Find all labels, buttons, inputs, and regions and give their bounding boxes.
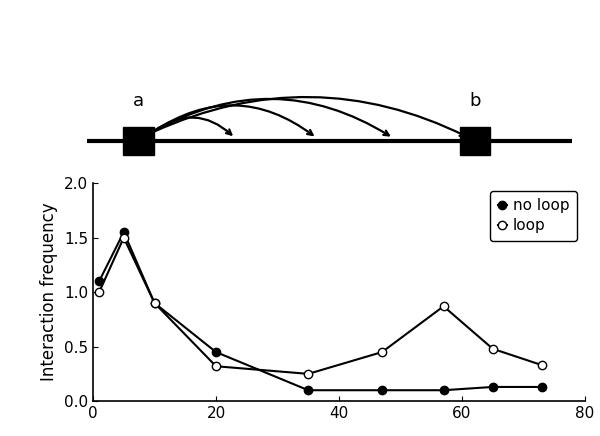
FancyArrowPatch shape (154, 97, 465, 136)
Bar (460, 126, 490, 155)
loop (489, 346, 496, 351)
FancyArrowPatch shape (154, 106, 313, 135)
loop (379, 350, 386, 355)
no loop (212, 350, 220, 355)
Legend: no loop, loop: no loop, loop (490, 191, 577, 241)
no loop (151, 300, 158, 306)
no loop (538, 385, 545, 390)
Bar (123, 126, 154, 155)
Text: b: b (469, 92, 481, 110)
loop (305, 371, 312, 376)
loop (440, 303, 447, 309)
no loop (305, 388, 312, 393)
no loop (489, 385, 496, 390)
Line: no loop: no loop (95, 228, 546, 395)
loop (538, 363, 545, 368)
loop (95, 290, 103, 295)
no loop (440, 388, 447, 393)
Text: a: a (133, 92, 144, 110)
Line: loop: loop (95, 233, 546, 378)
no loop (120, 229, 127, 235)
loop (120, 235, 127, 240)
Y-axis label: Interaction frequency: Interaction frequency (40, 203, 58, 382)
loop (151, 300, 158, 306)
FancyArrowPatch shape (154, 117, 232, 135)
loop (212, 364, 220, 369)
no loop (95, 279, 103, 284)
no loop (379, 388, 386, 393)
FancyArrowPatch shape (154, 99, 389, 136)
